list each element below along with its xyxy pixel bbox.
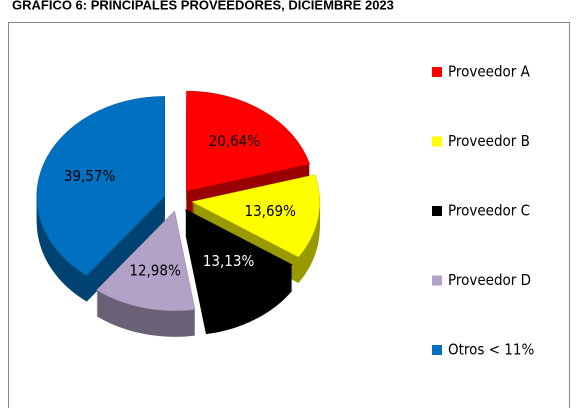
legend-swatch <box>432 67 442 77</box>
legend-swatch <box>432 206 442 216</box>
slice <box>36 96 165 276</box>
legend-label: Proveedor A <box>448 63 531 81</box>
data-label: 20,64% <box>209 132 261 150</box>
data-label: 13,69% <box>245 202 297 220</box>
slice <box>185 208 293 309</box>
slice <box>186 90 311 192</box>
legend-label: Proveedor B <box>448 132 530 150</box>
data-label: 12,98% <box>129 261 181 279</box>
legend-swatch <box>432 275 442 286</box>
chart-title: GRÁFICO 6: PRINCIPALES PROVEEDORES, DICI… <box>12 0 394 12</box>
slice <box>96 210 196 312</box>
legend-label: Proveedor D <box>448 271 531 289</box>
legend-swatch <box>432 136 442 147</box>
legend-label: Proveedor C <box>448 202 530 220</box>
data-label: 39,57% <box>64 167 116 185</box>
slice <box>191 174 321 258</box>
legend-label: Otros < 11% <box>448 341 534 359</box>
legend-swatch <box>432 345 442 355</box>
data-label: 13,13% <box>203 252 255 270</box>
